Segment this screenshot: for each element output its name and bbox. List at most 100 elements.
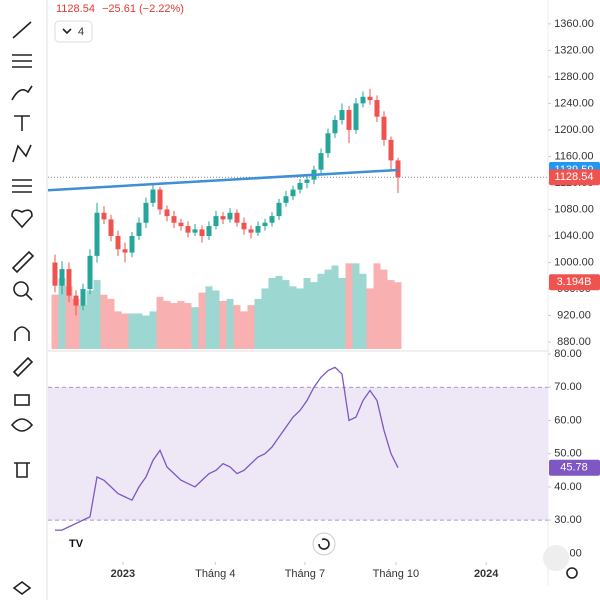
candle-body	[59, 269, 65, 286]
volume-bar	[72, 298, 80, 349]
magnet[interactable]	[14, 326, 30, 341]
scroll-button[interactable]	[543, 545, 569, 571]
candle-body	[164, 209, 170, 217]
brush-tool[interactable]	[11, 85, 33, 101]
y-tick-label: 920.00	[557, 309, 591, 321]
ruler[interactable]	[11, 250, 35, 274]
axis-tag-label: 3.194B	[557, 276, 592, 288]
zoom-handle	[25, 293, 33, 301]
logo: TV	[69, 538, 84, 550]
candle-body	[80, 289, 86, 306]
trend-tool[interactable]	[12, 21, 32, 39]
volume-bar	[219, 300, 227, 349]
candle-body	[227, 212, 233, 220]
volume-bar	[352, 263, 360, 349]
eye[interactable]	[10, 418, 34, 432]
y-tick-label: 1160.00	[555, 150, 594, 162]
candle-body	[199, 229, 205, 236]
volume-bar	[247, 305, 255, 349]
lock[interactable]	[14, 394, 30, 406]
candle-body	[276, 202, 282, 217]
layers[interactable]	[12, 581, 32, 595]
candle-body	[213, 216, 219, 227]
candle-body	[129, 235, 135, 253]
volume-bar	[310, 282, 318, 349]
candle-body	[374, 100, 380, 117]
text-tool[interactable]	[14, 115, 30, 131]
y-tick-label: 1360.00	[554, 18, 594, 30]
volume-bar	[142, 315, 150, 349]
plot: 880.00920.00960.001000.001040.001080.001…	[47, 0, 600, 585]
volume-bar	[387, 280, 395, 349]
rsi-tick-label: 50.00	[554, 448, 582, 460]
settings-button[interactable]	[566, 567, 578, 579]
volume-bar	[394, 282, 402, 349]
reset-icon	[318, 538, 330, 550]
reset-button[interactable]	[312, 532, 336, 556]
candle-body	[241, 222, 247, 230]
candle-body	[192, 229, 198, 233]
volume-bar	[149, 311, 157, 349]
candle-body	[136, 222, 142, 236]
volume-bar	[226, 298, 234, 349]
chevron	[62, 28, 72, 35]
y-tick-label: 1200.00	[554, 124, 594, 136]
candle-body	[304, 179, 310, 183]
x-tick-label: Tháng 10	[373, 568, 419, 580]
interval-button[interactable]	[54, 20, 93, 43]
candle-body	[248, 229, 254, 233]
volume-bar	[100, 294, 108, 349]
volume-bar	[296, 288, 304, 349]
candle-body	[178, 222, 184, 227]
rsi-tick-label: 40.00	[554, 481, 582, 493]
zoom[interactable]	[13, 281, 29, 297]
candle-body	[143, 202, 149, 223]
candle-body	[206, 226, 212, 236]
volume-bar	[212, 290, 220, 349]
candle-body	[108, 219, 114, 236]
favorites[interactable]	[11, 209, 33, 229]
rsi-tick-label: 80.00	[554, 348, 582, 360]
candle-body	[395, 160, 401, 178]
x-tick-label: Tháng 7	[285, 568, 325, 580]
volume-bar	[233, 305, 241, 349]
candle-body	[52, 262, 58, 286]
y-tick-label: 1280.00	[554, 71, 594, 83]
candle-body	[381, 116, 387, 140]
toolbar	[10, 21, 35, 595]
y-tick-label: 1240.00	[554, 97, 594, 109]
volume-bar	[282, 280, 290, 349]
candle-body	[115, 235, 121, 250]
candle-body	[353, 103, 359, 130]
volume-bar	[128, 313, 136, 349]
lock-draw[interactable]	[12, 356, 34, 378]
lines-tool[interactable]	[12, 54, 32, 68]
axis-tag	[549, 459, 600, 476]
candle-body	[332, 119, 338, 134]
volume-bar	[121, 313, 129, 349]
price-axis-bg	[549, 0, 600, 585]
rsi-band	[48, 387, 548, 521]
candle-body	[185, 226, 191, 233]
candle-body	[269, 216, 275, 223]
volume-bar	[289, 286, 297, 349]
volume-bar	[317, 273, 325, 349]
rsi-tick-label: 60.00	[554, 414, 582, 426]
candle-body	[122, 249, 128, 253]
candle-body	[297, 182, 303, 190]
volume-bar	[135, 313, 143, 349]
price-change: −25.61 (−2.22%)	[102, 3, 184, 15]
y-tick-label: 1080.00	[554, 203, 594, 215]
trash[interactable]	[14, 462, 30, 478]
fib-tool[interactable]	[12, 179, 32, 193]
pattern-tool[interactable]	[12, 144, 32, 163]
volume-bar	[51, 294, 59, 349]
axis-tag	[549, 274, 600, 291]
candle-body	[94, 212, 100, 256]
volume-bar	[170, 303, 178, 349]
volume-bar	[93, 280, 101, 349]
candle-body	[255, 226, 261, 233]
volume-bar	[86, 290, 94, 349]
candle-body	[220, 216, 226, 220]
